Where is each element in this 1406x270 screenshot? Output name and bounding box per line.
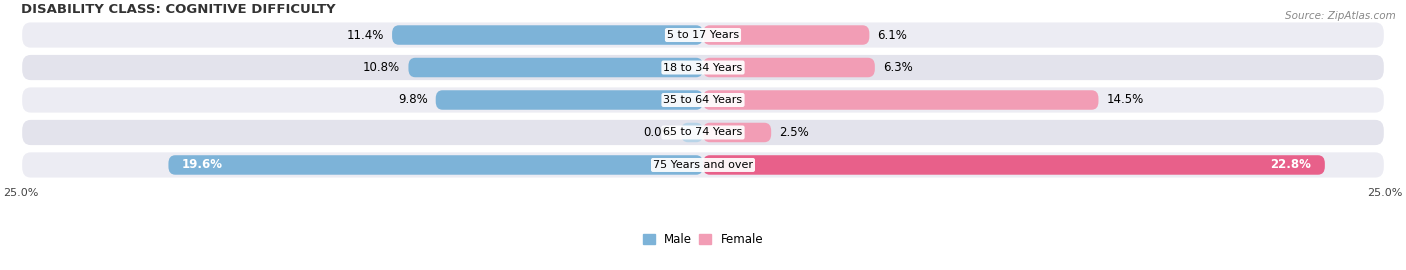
Text: 11.4%: 11.4%	[346, 29, 384, 42]
Text: 6.1%: 6.1%	[877, 29, 907, 42]
FancyBboxPatch shape	[21, 21, 1385, 49]
FancyBboxPatch shape	[436, 90, 703, 110]
Text: 65 to 74 Years: 65 to 74 Years	[664, 127, 742, 137]
Text: 22.8%: 22.8%	[1271, 158, 1312, 171]
FancyBboxPatch shape	[703, 155, 1324, 175]
Text: 75 Years and over: 75 Years and over	[652, 160, 754, 170]
FancyBboxPatch shape	[21, 119, 1385, 146]
FancyBboxPatch shape	[392, 25, 703, 45]
FancyBboxPatch shape	[703, 25, 869, 45]
FancyBboxPatch shape	[681, 123, 703, 142]
FancyBboxPatch shape	[703, 90, 1098, 110]
FancyBboxPatch shape	[21, 151, 1385, 179]
FancyBboxPatch shape	[409, 58, 703, 77]
Text: 9.8%: 9.8%	[398, 93, 427, 106]
Text: 0.0%: 0.0%	[644, 126, 673, 139]
Text: 35 to 64 Years: 35 to 64 Years	[664, 95, 742, 105]
FancyBboxPatch shape	[703, 58, 875, 77]
Text: 18 to 34 Years: 18 to 34 Years	[664, 63, 742, 73]
Legend: Male, Female: Male, Female	[638, 228, 768, 251]
FancyBboxPatch shape	[703, 123, 770, 142]
Text: DISABILITY CLASS: COGNITIVE DIFFICULTY: DISABILITY CLASS: COGNITIVE DIFFICULTY	[21, 3, 336, 16]
FancyBboxPatch shape	[169, 155, 703, 175]
Text: 19.6%: 19.6%	[181, 158, 224, 171]
Text: 6.3%: 6.3%	[883, 61, 912, 74]
FancyBboxPatch shape	[21, 86, 1385, 114]
Text: 14.5%: 14.5%	[1107, 93, 1144, 106]
Text: 2.5%: 2.5%	[779, 126, 808, 139]
Text: 10.8%: 10.8%	[363, 61, 401, 74]
Text: Source: ZipAtlas.com: Source: ZipAtlas.com	[1285, 11, 1396, 21]
FancyBboxPatch shape	[21, 54, 1385, 81]
Text: 5 to 17 Years: 5 to 17 Years	[666, 30, 740, 40]
